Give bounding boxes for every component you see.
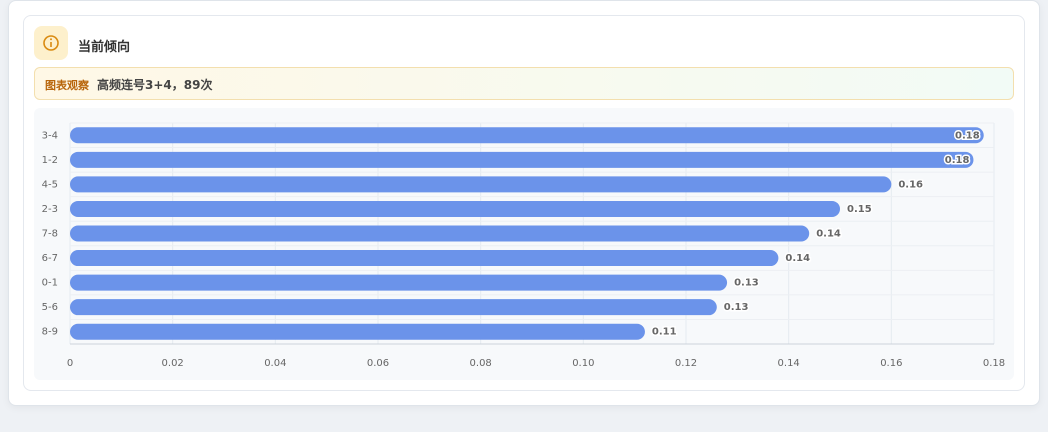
value-label: 0.11 [652,327,677,338]
y-tick-label: 4-5 [42,179,58,190]
bar [70,274,728,291]
x-tick-label: 0.08 [470,358,492,369]
info-icon [34,26,68,60]
observation-text: 高频连号3+4，89次 [97,78,213,92]
y-tick-label: 8-9 [42,327,58,338]
icon-graphic [43,35,59,51]
value-label: 0.14 [816,229,841,240]
observation-label: 图表观察 [45,79,89,92]
bar [70,151,974,168]
y-tick-label: 2-3 [42,204,58,215]
x-tick-label: 0.02 [162,358,184,369]
value-label: 0.13 [734,278,759,289]
x-tick-label: 0.14 [778,358,800,369]
value-label: 0.18 [955,130,980,141]
bar [70,200,840,217]
y-tick-label: 3-4 [42,130,58,141]
y-tick-label: 0-1 [42,278,58,289]
bar [70,299,717,316]
x-tick-label: 0.16 [880,358,902,369]
x-tick-label: 0.04 [264,358,286,369]
value-label: 0.13 [724,302,749,313]
bar [70,176,892,193]
y-tick-label: 5-6 [42,302,58,313]
x-tick-label: 0.06 [367,358,389,369]
value-label: 0.18 [945,155,970,166]
x-tick-label: 0.18 [983,358,1005,369]
bar [70,225,810,242]
value-label: 0.15 [847,204,872,215]
value-label: 0.14 [785,253,810,264]
y-tick-label: 7-8 [42,229,58,240]
x-tick-label: 0 [67,358,73,369]
bar [70,250,779,267]
y-tick-label: 1-2 [42,155,58,166]
y-tick-label: 6-7 [42,253,58,264]
x-tick-label: 0.12 [675,358,697,369]
bar [70,323,645,340]
bar [70,127,984,144]
x-tick-label: 0.10 [572,358,594,369]
observation-banner [34,67,1014,100]
panel-title: 当前倾向 [78,40,131,55]
value-label: 0.16 [898,179,923,190]
